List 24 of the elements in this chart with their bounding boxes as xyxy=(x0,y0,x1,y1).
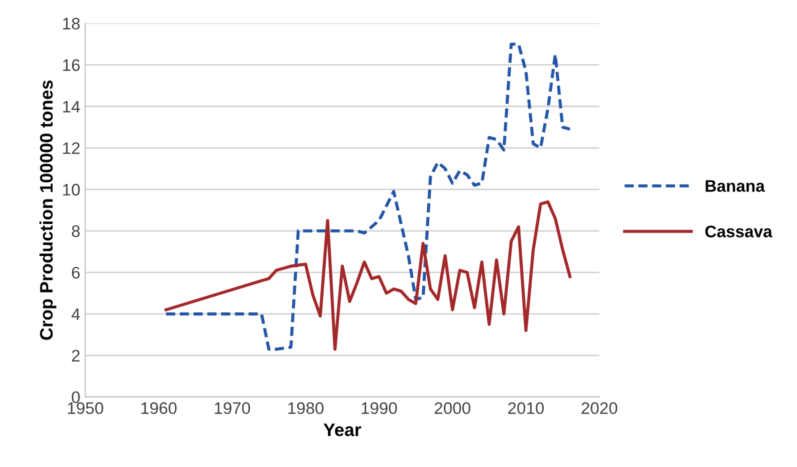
x-tick-label: 1990 xyxy=(362,402,397,414)
y-tick-label: 0 xyxy=(72,391,80,404)
y-tick-label: 14 xyxy=(63,100,80,112)
line-series xyxy=(164,42,572,351)
y-tick-label: 4 xyxy=(72,308,80,320)
legend-label: Banana xyxy=(706,180,765,192)
line-series xyxy=(164,200,572,351)
x-tick-label: 2010 xyxy=(508,402,544,414)
x-tick-label: 1970 xyxy=(214,402,250,414)
y-tick-label: 2 xyxy=(72,350,80,362)
x-tick-label: 1960 xyxy=(141,402,177,414)
x-tick-label: 1950 xyxy=(68,402,104,414)
y-tick-label: 6 xyxy=(72,266,80,279)
legend-label: Cassava xyxy=(705,226,772,238)
y-tick-label: 10 xyxy=(63,184,80,196)
y-axis-title: Crop Production 100000 tones xyxy=(39,80,56,340)
y-tick-label: 8 xyxy=(72,225,80,238)
x-axis-title: Year xyxy=(324,424,362,436)
x-tick-label: 1980 xyxy=(288,402,324,414)
x-tick-label: 2000 xyxy=(434,402,470,414)
y-tick-label: 18 xyxy=(63,18,80,30)
y-tick-label: 16 xyxy=(63,59,80,72)
x-tick-label: 2020 xyxy=(582,402,618,414)
y-tick-label: 12 xyxy=(63,142,80,154)
